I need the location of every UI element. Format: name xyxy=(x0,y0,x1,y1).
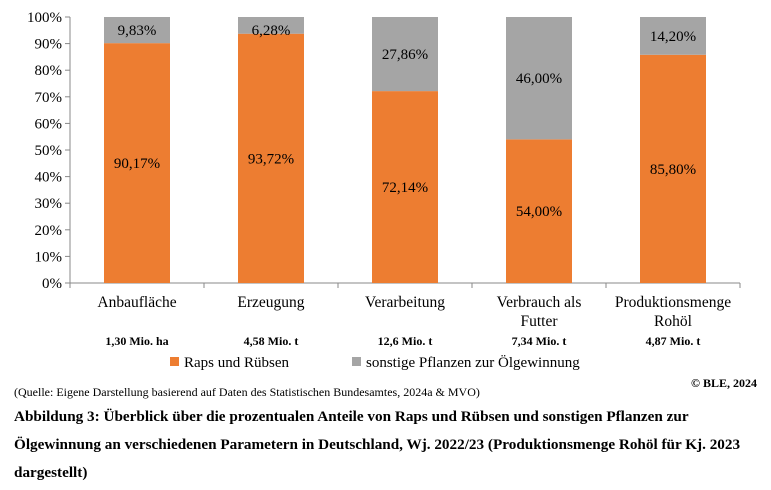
x-category-label: Anbaufläche xyxy=(97,294,176,311)
x-category-label: Produktionsmenge xyxy=(615,294,731,311)
legend-swatch-sonstige xyxy=(352,357,361,366)
copyright-note: © BLE, 2024 xyxy=(691,376,757,390)
category-total: 12,6 Mio. t xyxy=(378,334,433,348)
y-tick-label: 0% xyxy=(42,276,62,292)
category-total: 7,34 Mio. t xyxy=(512,334,567,348)
bar-sonstige-pflanzen xyxy=(506,17,572,140)
bar-raps-ruebsen xyxy=(372,91,438,283)
y-tick-label: 10% xyxy=(35,249,63,265)
bar-raps-ruebsen xyxy=(238,33,304,283)
bar-sonstige-pflanzen xyxy=(640,17,706,55)
data-label: 85,80% xyxy=(650,162,696,178)
y-tick-label: 80% xyxy=(35,63,63,79)
figure-caption: Abbildung 3: Überblick über die prozentu… xyxy=(14,408,741,481)
x-category-label: Erzeugung xyxy=(237,294,304,311)
bar-raps-ruebsen xyxy=(104,43,170,284)
y-tick-label: 70% xyxy=(35,90,63,106)
data-label: 6,28% xyxy=(252,23,291,39)
data-label: 90,17% xyxy=(114,156,160,172)
category-total: 4,58 Mio. t xyxy=(244,334,299,348)
x-category-label: Rohöl xyxy=(654,313,692,330)
legend-swatch-raps-ruebsen xyxy=(170,357,179,366)
bar-sonstige-pflanzen xyxy=(238,17,304,34)
y-tick-label: 40% xyxy=(35,170,63,186)
category-total: 1,30 Mio. ha xyxy=(105,334,168,348)
category-total: 4,87 Mio. t xyxy=(646,334,701,348)
bar-raps-ruebsen xyxy=(640,54,706,283)
x-category-label: Futter xyxy=(520,313,558,330)
bar-sonstige-pflanzen xyxy=(104,17,170,44)
x-category-label: Verarbeitung xyxy=(365,294,445,311)
data-label: 46,00% xyxy=(516,71,562,87)
y-tick-label: 60% xyxy=(35,116,63,132)
data-label: 14,20% xyxy=(650,29,696,45)
legend-label: Raps und Rübsen xyxy=(184,355,290,371)
y-tick-label: 90% xyxy=(35,37,63,53)
data-label: 93,72% xyxy=(248,151,294,167)
legend-label: sonstige Pflanzen zur Ölgewinnung xyxy=(366,354,580,371)
y-tick-label: 100% xyxy=(27,10,62,26)
data-label: 72,14% xyxy=(382,180,428,196)
x-category-label: Verbrauch als xyxy=(497,294,582,311)
bar-sonstige-pflanzen xyxy=(372,17,438,92)
data-label: 9,83% xyxy=(118,23,157,39)
bar-raps-ruebsen xyxy=(506,139,572,283)
stacked-bar-chart: 0% 10% 20% 30% 40% 50% 60% 70% 80% 90% 100% 90,17% 9… xyxy=(27,10,741,371)
y-tick-label: 30% xyxy=(35,196,63,212)
source-note: (Quelle: Eigene Darstellung basierend au… xyxy=(14,385,480,399)
y-tick-label: 50% xyxy=(35,143,63,159)
data-label: 27,86% xyxy=(382,47,428,63)
data-label: 54,00% xyxy=(516,204,562,220)
y-tick-label: 20% xyxy=(35,223,63,239)
